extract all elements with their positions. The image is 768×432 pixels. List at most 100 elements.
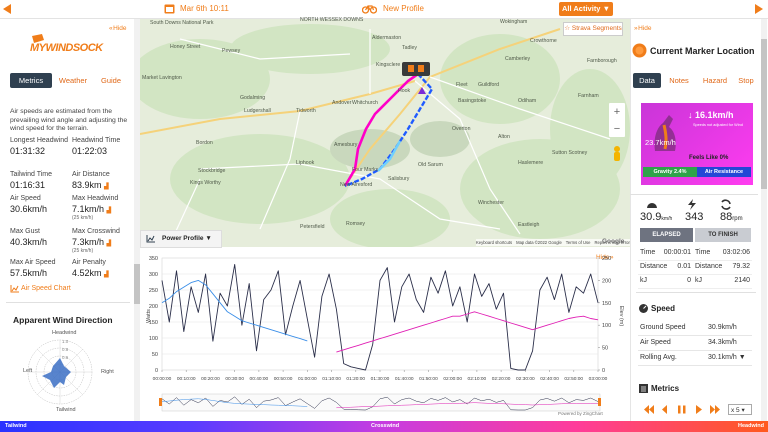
attribution-item[interactable]: Terms of Use: [565, 240, 591, 245]
metric-value: 01:31:32: [10, 146, 46, 156]
decoration: [614, 152, 620, 161]
table-label: kJ: [695, 277, 702, 284]
right-tab[interactable]: Stop: [738, 76, 754, 85]
map-place: Whitchurch: [352, 100, 378, 106]
playback-speed-label[interactable]: x 5: [731, 407, 740, 414]
decoration: [364, 5, 375, 11]
chart-link-icon[interactable]: ▟: [104, 184, 109, 190]
hide-right-label[interactable]: Hide: [638, 25, 652, 32]
to-finish-button[interactable]: TO FINISH: [695, 228, 751, 242]
air-resistance-bar: Air Resistance: [697, 167, 751, 177]
map-place: Romsey: [346, 221, 366, 227]
attribution-item[interactable]: Map data ©2022 Google: [516, 240, 562, 245]
air-speed-chart-link[interactable]: Air Speed Chart: [21, 285, 71, 292]
hide-right[interactable]: » Hide: [634, 25, 652, 32]
profile-button[interactable]: New Profile: [383, 4, 424, 13]
speed-icon: [639, 304, 648, 313]
speed-label: Ground Speed: [640, 324, 686, 331]
marker-title: Current Marker Location: [650, 46, 755, 56]
hide-chart-label[interactable]: Hide: [596, 254, 610, 261]
map-place: Kings Worthy: [190, 180, 221, 186]
top-bar: [0, 0, 768, 19]
playback-controls[interactable]: [644, 404, 724, 415]
map-place: Farnborough: [587, 58, 617, 64]
wind-figure: [654, 115, 676, 151]
chart-link-icon[interactable]: ▟: [104, 272, 109, 278]
map-place: Andover: [332, 100, 352, 106]
decoration: [440, 34, 560, 124]
activity-menu[interactable]: All Activity ▼: [559, 2, 613, 16]
map-place: Four Marks: [352, 167, 379, 173]
wind-rose-title: Apparent Wind Direction: [13, 315, 113, 325]
decoration: [179, 38, 351, 60]
speed-label: Rolling Avg.: [640, 354, 677, 361]
bike-icon: [362, 5, 377, 14]
wind-rose: [27, 339, 93, 405]
decoration: [166, 7, 173, 12]
left-tab[interactable]: Guide: [100, 76, 121, 85]
map-place: Crowthorne: [530, 38, 557, 44]
map-place: Alton: [498, 134, 510, 140]
right-scrollbar[interactable]: [761, 19, 767, 421]
speed-value: 34.3km/h: [708, 339, 737, 346]
decoration: [362, 6, 370, 14]
decoration: [418, 65, 424, 72]
profile-tab[interactable]: Power Profile ▼: [140, 230, 222, 248]
left-tab[interactable]: Metrics: [10, 73, 52, 88]
decoration: [3, 4, 11, 14]
chart-link-icon[interactable]: ▟: [106, 241, 112, 247]
next-button[interactable]: [755, 4, 764, 14]
cadence-unit: rpm: [732, 216, 743, 222]
speed-value: 30.9: [640, 211, 662, 223]
speed-title: Speed: [651, 304, 676, 313]
decoration: +−: [609, 103, 625, 161]
left-tab[interactable]: Weather: [58, 76, 88, 85]
map-place: Sutton Scotney: [552, 150, 588, 156]
map-place: Market Lavington: [142, 75, 182, 81]
metric-label: Headwind Time: [72, 137, 121, 144]
attribution-item[interactable]: Keyboard shortcuts: [476, 240, 513, 245]
hide-left-label[interactable]: Hide: [113, 25, 127, 32]
hide-left[interactable]: « Hide: [109, 25, 127, 32]
date-picker[interactable]: Mar 6th 10:11: [180, 4, 229, 13]
decoration: [755, 4, 763, 14]
scroll-thumb[interactable]: [134, 264, 140, 304]
metric-value: 7.1km/h ▟: [72, 204, 112, 214]
decoration: [635, 46, 644, 55]
right-tab[interactable]: Notes: [669, 76, 689, 85]
attribution-item[interactable]: Report a map error: [594, 240, 630, 245]
decoration: [414, 80, 521, 235]
playback-speed[interactable]: x 5 ▾: [728, 404, 752, 415]
chart-link-icon[interactable]: ▟: [106, 208, 112, 214]
metric-label: Air Penalty: [72, 259, 106, 266]
profile-menu[interactable]: Power Profile ▼: [162, 235, 212, 242]
decoration: [169, 29, 611, 245]
divider: [6, 302, 130, 303]
strava-label[interactable]: Strava Segments: [571, 25, 622, 32]
elapsed-button[interactable]: ELAPSED: [640, 228, 693, 242]
right-tab[interactable]: Data: [633, 73, 661, 88]
strava-button[interactable]: ☆ Strava Segments: [563, 22, 623, 36]
metric-label: Longest Headwind: [10, 137, 68, 144]
scroll-thumb[interactable]: [761, 39, 767, 189]
decoration: [369, 6, 377, 14]
map-attribution: Keyboard shortcuts Map data ©2022 Google T…: [476, 239, 634, 246]
map[interactable]: +−: [140, 19, 630, 247]
decoration: [683, 405, 686, 414]
previous-button[interactable]: [3, 4, 12, 14]
hide-chart[interactable]: Hide »: [596, 254, 614, 261]
stat-cadence: 88rpm: [720, 211, 743, 223]
right-tab[interactable]: Hazard: [702, 76, 728, 85]
metric-value: 40.3km/h: [10, 237, 48, 247]
chart-credit: Powered by ZingChart: [558, 411, 603, 416]
decoration: [42, 358, 71, 388]
scrollbar[interactable]: [134, 19, 140, 421]
table-label: Distance: [640, 263, 668, 270]
divider: [636, 292, 756, 293]
table-value: 03:02:06: [722, 249, 750, 256]
map-place: Salisbury: [388, 176, 410, 182]
metric-value: 83.9km ▟: [72, 180, 109, 190]
decoration: [662, 405, 667, 414]
